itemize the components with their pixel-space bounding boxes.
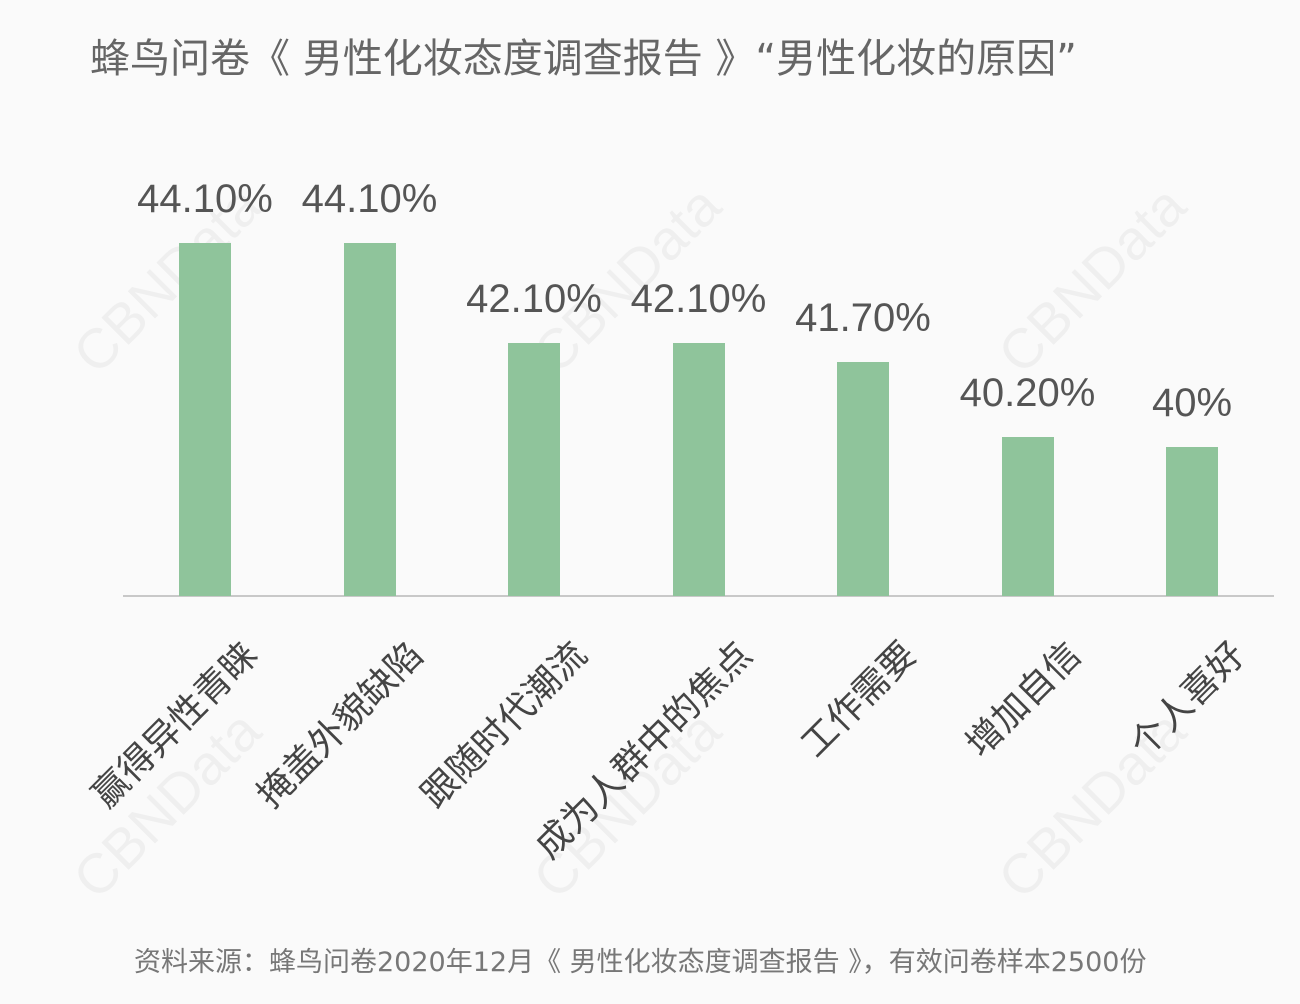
bar-value-label: 41.70% — [795, 296, 931, 341]
bar-value-label: 44.10% — [301, 177, 438, 221]
bar — [1166, 447, 1218, 596]
watermark-text: CBNData — [985, 173, 1198, 386]
x-axis-category-label: 赢得异性青睐 — [84, 634, 267, 817]
x-axis-category-label: 个人喜好 — [1122, 634, 1254, 766]
bar-value-label: 44.10% — [137, 177, 273, 221]
bar — [837, 362, 889, 596]
bar-value-label: 42.10% — [466, 276, 602, 321]
bar-value-label: 40.20% — [959, 371, 1096, 416]
bar-value-label: 42.10% — [630, 276, 767, 321]
x-axis-category-label: 工作需要 — [793, 634, 925, 766]
bar — [672, 342, 725, 596]
bar — [508, 342, 560, 596]
bar — [343, 243, 396, 596]
chart-title: 蜂鸟问卷《 男性化妆态度调查报告 》“男性化妆的原因” — [90, 36, 1077, 82]
x-axis-category-label: 增加自信 — [958, 634, 1089, 766]
source-note: 资料来源：蜂鸟问卷2020年12月《 男性化妆态度调查报告 》，有效问卷样本25… — [134, 947, 1147, 978]
x-axis-line — [123, 595, 1274, 597]
bar-value-label: 40% — [1151, 381, 1233, 425]
bar — [179, 243, 231, 596]
x-axis-category-label: 掩盖外貌缺陷 — [249, 634, 431, 817]
bar — [1001, 437, 1054, 596]
